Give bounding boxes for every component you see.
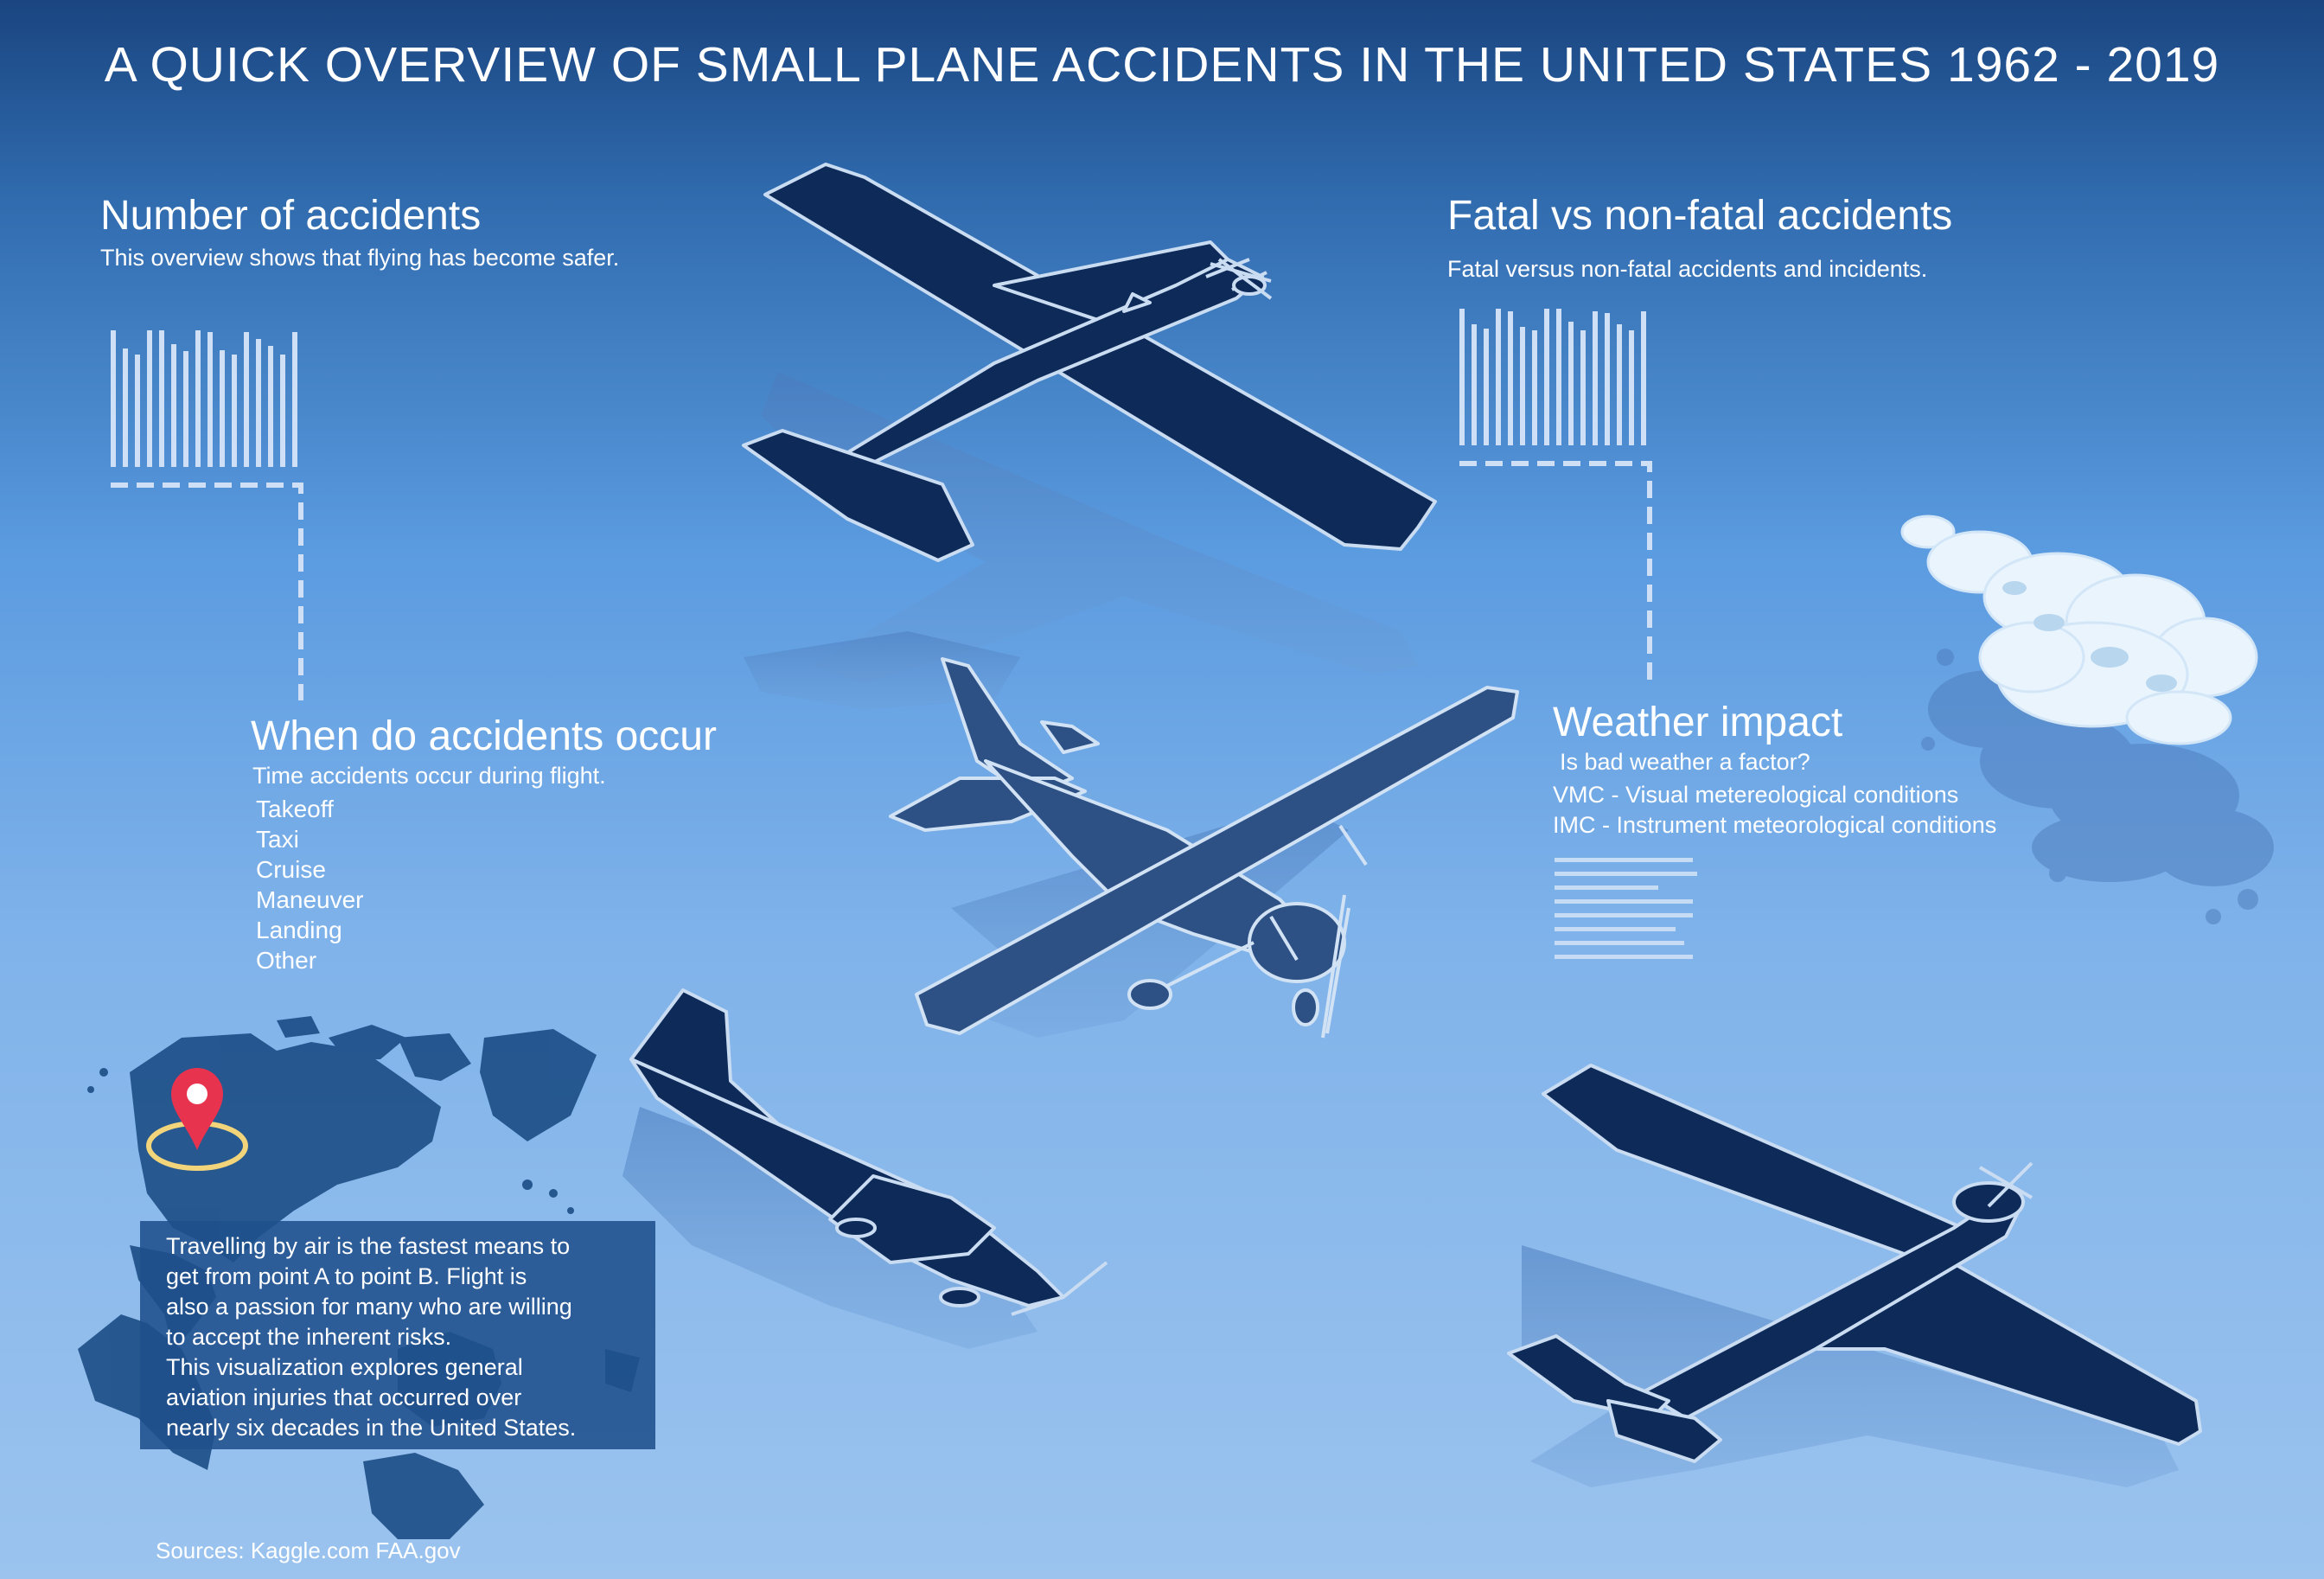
cloud-icon <box>1900 515 2258 745</box>
fatal-subtitle: Fatal versus non-fatal accidents and inc… <box>1447 256 1928 282</box>
list-item: Other <box>256 947 317 974</box>
intro-line: aviation injuries that occurred over <box>166 1384 522 1410</box>
intro-line: This visualization explores general <box>166 1354 523 1380</box>
phases-heading: When do accidents occur <box>251 713 717 759</box>
imc-label: IMC - Instrument meteorological conditio… <box>1553 812 1997 838</box>
intro-line: also a passion for many who are willing <box>166 1294 572 1320</box>
accidents-connector <box>111 483 303 700</box>
fatal-connector <box>1459 461 1652 683</box>
page-title: A QUICK OVERVIEW OF SMALL PLANE ACCIDENT… <box>104 37 2220 93</box>
intro-line: Travelling by air is the fastest means t… <box>166 1233 571 1259</box>
accidents-subtitle: This overview shows that flying has beco… <box>100 245 620 271</box>
intro-line: nearly six decades in the United States. <box>166 1415 577 1441</box>
location-pin-icon <box>146 1068 248 1171</box>
list-item: Takeoff <box>256 796 334 822</box>
weather-legend: VMC - Visual metereological conditions I… <box>1553 780 1996 841</box>
airplane-icon <box>889 657 1519 1039</box>
phases-subtitle: Time accidents occur during flight. <box>252 763 606 789</box>
phases-list: Takeoff Taxi Cruise Maneuver Landing Oth… <box>256 794 364 975</box>
airplane-icon <box>629 988 1108 1316</box>
accidents-heading: Number of accidents <box>100 193 482 239</box>
intro-textbox: Travelling by air is the fastest means t… <box>140 1221 655 1449</box>
fatal-heading: Fatal vs non-fatal accidents <box>1447 193 1953 239</box>
list-item: Cruise <box>256 856 326 883</box>
weather-heading: Weather impact <box>1553 700 1843 745</box>
list-item: Maneuver <box>256 886 364 913</box>
intro-line: to accept the inherent risks. <box>166 1324 452 1350</box>
vmc-label: VMC - Visual metereological conditions <box>1553 782 1959 808</box>
accidents-bar-chart <box>111 330 297 467</box>
cloud-shadow <box>1921 649 2274 924</box>
fatal-bar-chart <box>1459 309 1646 445</box>
airplane-icon <box>742 163 1437 562</box>
sources-credit: Sources: Kaggle.com FAA.gov <box>156 1537 461 1563</box>
weather-subtitle: Is bad weather a factor? <box>1560 749 1810 775</box>
weather-lines <box>1555 858 1697 959</box>
list-item: Landing <box>256 917 342 943</box>
intro-line: get from point A to point B. Flight is <box>166 1263 527 1289</box>
list-item: Taxi <box>256 826 299 853</box>
airplane-icon <box>1507 1064 2202 1463</box>
